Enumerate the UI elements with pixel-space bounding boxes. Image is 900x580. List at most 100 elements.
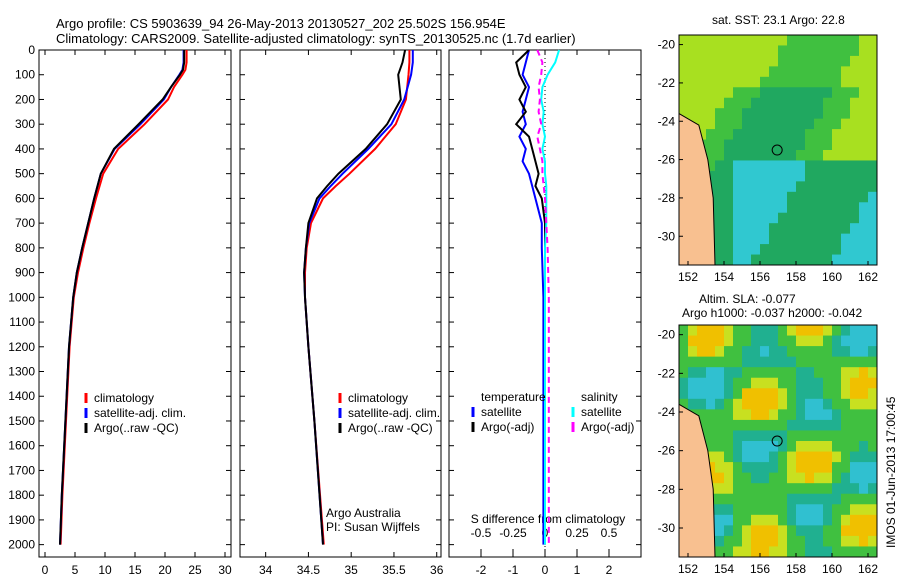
map-cell (733, 108, 743, 120)
map-cell (751, 223, 761, 235)
map-cell (859, 388, 869, 400)
map-cell (733, 55, 743, 67)
map-cell (706, 87, 716, 99)
map-cell (859, 202, 869, 214)
map-cell (805, 139, 815, 151)
map-cell (805, 212, 815, 224)
lon-tick-label: 152 (678, 562, 698, 576)
y-tick-label: 1000 (8, 290, 35, 304)
map-cell (724, 377, 734, 389)
map-cell (787, 462, 797, 474)
map-cell (850, 514, 860, 526)
salinity-line-2 (303, 49, 407, 545)
map-cell (796, 546, 806, 558)
map-cell (769, 212, 779, 224)
map-cell (868, 535, 878, 547)
map-cell (796, 76, 806, 88)
map-cell (733, 398, 743, 410)
map-cell (859, 233, 869, 245)
map-cell (751, 441, 761, 453)
map-cell (859, 483, 869, 495)
map-cell (733, 462, 743, 474)
sla-map-subtitle: Argo h1000: -0.037 h2000: -0.042 (682, 306, 863, 320)
map-cell (823, 335, 833, 347)
map-cell (769, 223, 779, 235)
map-cell (688, 76, 698, 88)
map-cell (724, 546, 734, 558)
map-cell (850, 377, 860, 389)
map-cell (805, 367, 815, 379)
map-cell (733, 202, 743, 214)
y-tick-label: 1100 (9, 315, 35, 329)
map-cell (823, 212, 833, 224)
map-cell (850, 212, 860, 224)
map-cell (760, 212, 770, 224)
map-cell (814, 535, 824, 547)
lon-tick-label: 162 (858, 270, 878, 284)
y-tick-label: 300 (15, 117, 35, 131)
map-cell (832, 441, 842, 453)
map-cell (751, 525, 761, 537)
map-cell (823, 462, 833, 474)
map-cell (715, 254, 725, 266)
map-cell (814, 66, 824, 78)
map-cell (868, 462, 878, 474)
map-cell (868, 377, 878, 389)
map-cell (733, 87, 743, 99)
map-cell (706, 430, 716, 442)
map-cell (796, 97, 806, 109)
map-cell (859, 108, 869, 120)
map-cell (733, 150, 743, 161)
map-cell (724, 535, 734, 547)
map-cell (769, 451, 779, 463)
map-cell (787, 244, 797, 256)
map-frame (678, 34, 878, 266)
map-cell (850, 325, 860, 337)
map-cell (733, 181, 743, 193)
map-cell (805, 191, 815, 203)
map-cell (796, 244, 806, 256)
map-cell (841, 430, 851, 442)
map-cell (832, 66, 842, 78)
map-cell (751, 170, 761, 182)
map-cell (850, 346, 860, 358)
map-cell (850, 451, 860, 463)
map-cell (724, 181, 734, 193)
map-cell (778, 139, 788, 151)
map-cell (742, 430, 752, 442)
map-cell (859, 45, 869, 57)
map-cell (769, 66, 779, 78)
x-tick-label: 15 (128, 563, 142, 577)
map-cell (787, 377, 797, 389)
lon-tick-label: 158 (786, 562, 806, 576)
map-cell (760, 335, 770, 347)
map-cell (751, 367, 761, 379)
legend-label: satellite (581, 405, 622, 419)
map-cell (742, 367, 752, 379)
map-cell (841, 504, 851, 516)
map-cell (706, 55, 716, 67)
map-cell (841, 129, 851, 141)
map-cell (823, 472, 833, 484)
map-cell (715, 45, 725, 57)
x-tick-label: -2 (476, 563, 487, 577)
map-cell (841, 483, 851, 495)
map-cell (805, 108, 815, 120)
map-cell (760, 118, 770, 130)
map-cell (742, 139, 752, 151)
map-cell (706, 377, 716, 389)
map-cell (832, 419, 842, 431)
map-cell (814, 160, 824, 172)
map-cell (787, 483, 797, 495)
map-cell (760, 45, 770, 57)
map-cell (796, 170, 806, 182)
map-cell (706, 388, 716, 400)
y-tick-label: 100 (15, 68, 35, 82)
y-tick-label: 500 (15, 167, 35, 181)
map-cell (796, 335, 806, 347)
map-cell (805, 451, 815, 463)
map-cell (868, 108, 878, 120)
map-cell (796, 525, 806, 537)
lat-tick-label: -22 (658, 366, 676, 380)
